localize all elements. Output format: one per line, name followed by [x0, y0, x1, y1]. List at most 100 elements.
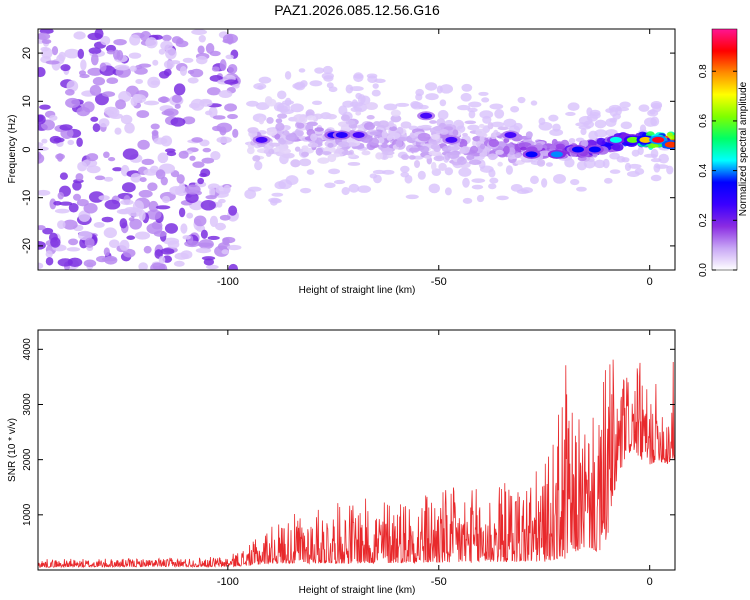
spectrogram-noise-blob	[83, 259, 97, 268]
spectrogram-noise-blob	[182, 57, 194, 63]
spectrogram-signal-blob	[478, 123, 485, 129]
spectrogram-signal-blob	[479, 135, 485, 142]
spectrogram-halo-blob	[284, 70, 292, 80]
spectrogram-signal-blob	[508, 147, 516, 155]
spectrogram-noise-blob	[68, 238, 79, 246]
spectrogram-halo-blob	[309, 80, 323, 87]
spectrogram-noise-blob	[73, 31, 86, 40]
spectrogram-noise-blob	[130, 173, 142, 183]
spectrogram-halo-blob	[436, 85, 443, 94]
spectrogram-halo-blob	[321, 72, 334, 80]
spectrogram-signal-blob	[447, 146, 461, 151]
spectrogram-halo-blob	[513, 122, 523, 131]
spectrogram-noise-blob	[166, 151, 177, 157]
spectrogram-x-tick-label: 0	[647, 276, 653, 288]
spectrogram-halo-blob	[366, 73, 378, 79]
spectrogram-signal-blob	[514, 153, 522, 159]
spectrogram-noise-blob	[72, 181, 82, 191]
spectrogram-noise-blob	[200, 229, 208, 239]
colorbar-ticks: 0.0 0.2 0.4 0.6 0.8	[698, 64, 737, 277]
spectrogram-halo-blob	[467, 107, 478, 113]
spectrogram-signal-blob	[388, 120, 394, 128]
spectrogram-halo-blob	[247, 186, 262, 192]
spectrogram-halo-blob	[604, 177, 613, 184]
spectrogram-noise-blob	[222, 38, 234, 44]
spectrogram-halo-blob	[444, 119, 454, 126]
spectrogram-halo-blob	[457, 104, 471, 111]
spectrogram-noise-blob	[122, 148, 139, 160]
spectrogram-hotspot	[352, 132, 365, 139]
spectrogram-halo-blob	[322, 65, 333, 75]
spectrogram-signal-blob	[480, 143, 486, 150]
spectrogram-halo-blob	[616, 155, 626, 163]
spectrogram-halo-blob	[468, 101, 482, 108]
spectrogram-noise-blob	[209, 186, 216, 198]
spectrogram-signal-blob	[377, 137, 385, 144]
spectrogram-halo-blob	[481, 97, 490, 103]
spectrogram-signal-blob	[464, 120, 477, 125]
spectrogram-signal-blob	[366, 115, 375, 120]
spectrogram-noise-blob	[178, 150, 189, 159]
spectrogram-halo-blob	[516, 189, 530, 195]
spectrogram-noise-blob	[174, 103, 181, 109]
spectrogram-noise-blob	[78, 210, 91, 222]
spectrogram-noise-blob	[120, 114, 133, 125]
spectrogram-halo-blob	[471, 184, 484, 190]
spectrogram-x-tick-label: -100	[217, 276, 239, 288]
spectrogram-noise-blob	[68, 202, 79, 213]
spectrogram-noise-blob	[123, 248, 136, 258]
colorbar-frame	[711, 28, 738, 271]
spectrogram-signal-blob	[400, 154, 410, 160]
spectrogram-image	[38, 29, 675, 270]
spectrogram-halo-blob	[345, 84, 354, 94]
spectrogram-noise-blob	[138, 209, 146, 221]
spectrogram-noise-blob	[60, 64, 71, 72]
spectrogram-signal-blob	[280, 148, 291, 154]
spectrogram-halo-blob	[254, 160, 263, 171]
spectrogram-halo-blob	[300, 187, 312, 194]
spectrogram-noise-blob	[66, 247, 81, 252]
spectrogram-signal-blob	[266, 117, 274, 124]
spectrogram-noise-blob	[120, 199, 134, 206]
spectrogram-signal-blob	[377, 120, 390, 128]
spectrogram-signal-blob	[433, 155, 445, 162]
snr-y-tick-label: 1000	[22, 503, 33, 526]
spectrogram-noise-blob	[182, 235, 191, 240]
spectrogram-noise-blob	[185, 192, 199, 204]
spectrogram-noise-blob	[227, 63, 238, 74]
spectrogram-noise-blob	[86, 165, 101, 174]
spectrogram-noise-blob	[81, 159, 98, 168]
spectrogram-noise-blob	[82, 101, 95, 113]
spectrogram-noise-blob	[106, 50, 116, 55]
spectrogram-noise-blob	[38, 142, 44, 147]
spectrogram-noise-blob	[104, 199, 121, 210]
spectrogram-noise-blob	[41, 138, 48, 144]
spectrogram-noise-blob	[202, 147, 212, 153]
spectrogram-noise-blob	[152, 59, 159, 66]
spectrogram-halo-blob	[643, 117, 657, 127]
spectrogram-halo-blob	[410, 101, 421, 109]
spectrogram-signal-blob	[390, 109, 401, 117]
spectrogram-noise-blob	[141, 158, 155, 166]
spectrogram-halo-blob	[489, 103, 504, 110]
spectrogram-signal-blob	[468, 159, 482, 165]
spectrogram-halo-blob	[620, 121, 633, 130]
spectrogram-noise-blob	[173, 83, 186, 96]
spectrogram-noise-blob	[128, 217, 135, 222]
spectrogram-halo-blob	[489, 177, 499, 184]
spectrogram-noise-blob	[103, 176, 114, 182]
colorbar-tick-label: 0.6	[698, 114, 709, 128]
spectrogram-signal-blob	[363, 122, 376, 131]
spectrogram-noise-blob	[39, 104, 51, 110]
spectrogram-signal-blob	[315, 147, 324, 156]
spectrogram-signal-blob	[612, 143, 624, 152]
spectrogram-halo-blob	[462, 197, 473, 204]
spectrogram-signal-blob	[424, 155, 432, 159]
spectrogram-signal-blob	[268, 148, 275, 155]
spectrogram-noise-blob	[109, 113, 123, 120]
snr-x-tick-label: -50	[431, 576, 447, 588]
spectrogram-halo-blob	[458, 167, 472, 177]
spectrogram-signal-blob	[252, 155, 261, 162]
spectrogram-noise-blob	[210, 151, 221, 161]
spectrogram-noise-blob	[38, 32, 51, 40]
